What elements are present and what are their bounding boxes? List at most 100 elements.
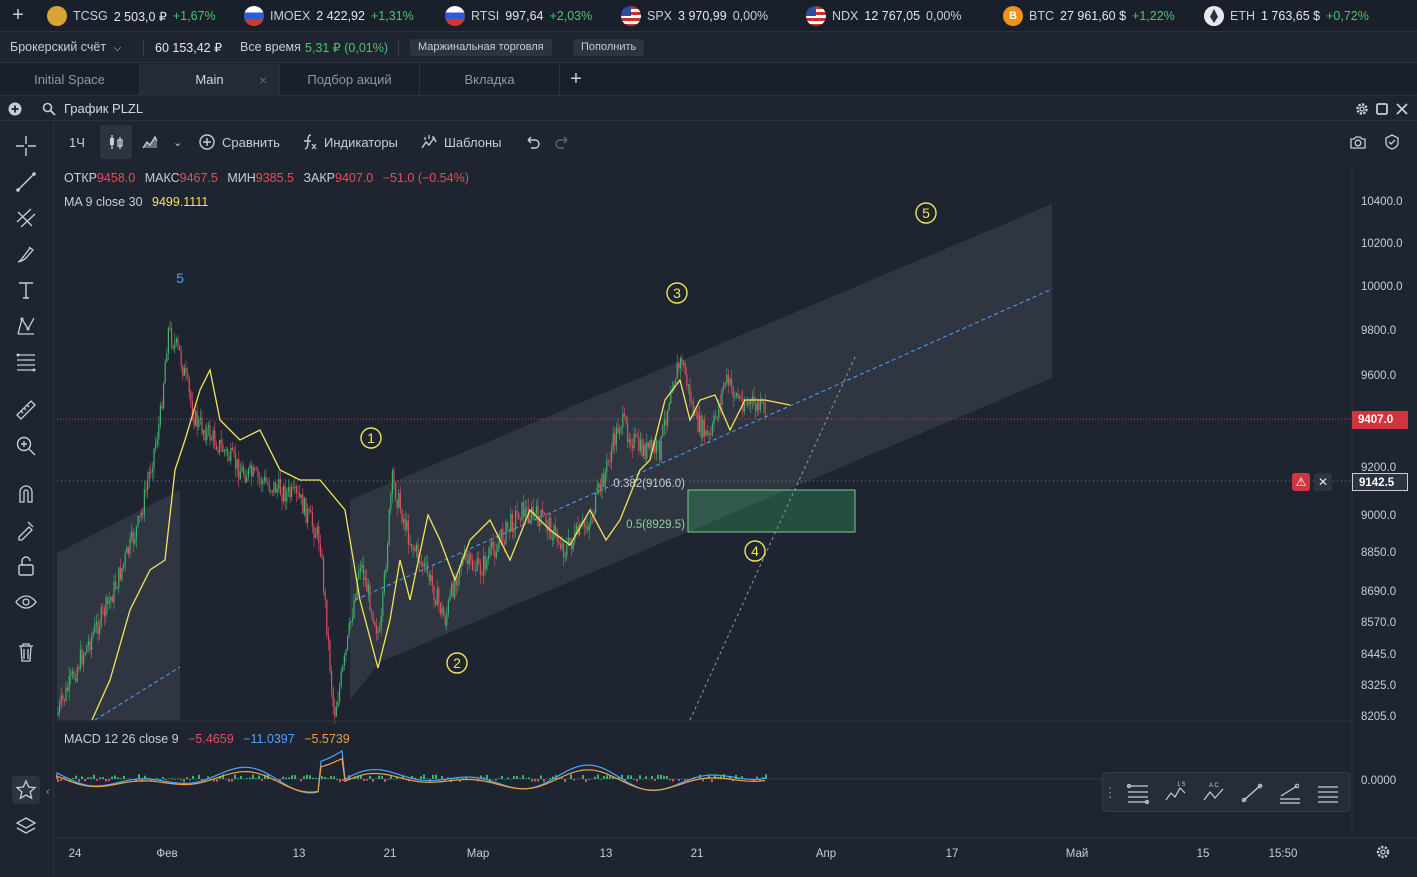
brush-icon[interactable] bbox=[12, 240, 40, 268]
candle bbox=[107, 596, 109, 614]
close-icon[interactable] bbox=[1395, 102, 1409, 116]
close-icon[interactable]: ✕ bbox=[1314, 473, 1332, 491]
ticker-item[interactable]: IMOEX 2 422,92 +1,31% bbox=[244, 6, 414, 26]
period-label[interactable]: Все время bbox=[240, 40, 301, 54]
ticker-item[interactable]: SPX 3 970,99 0,00% bbox=[621, 6, 768, 26]
macd-histogram-bar bbox=[369, 775, 371, 779]
account-selector[interactable]: Брокерский счёт ⌵ bbox=[10, 40, 121, 54]
macd-histogram-bar bbox=[366, 779, 368, 781]
tab-stock-picker[interactable]: Подбор акций bbox=[280, 64, 420, 96]
parallel-channel-icon[interactable] bbox=[12, 204, 40, 232]
macd-histogram-bar bbox=[156, 778, 158, 779]
candle bbox=[627, 416, 629, 449]
ruler-icon[interactable] bbox=[12, 396, 40, 424]
macd-legend[interactable]: MACD 12 26 close 9 −5.4659 −11.0397 −5.5… bbox=[64, 732, 350, 746]
trend-line-icon[interactable] bbox=[1237, 778, 1267, 808]
layers-icon[interactable] bbox=[12, 812, 40, 840]
tab-main[interactable]: Main × bbox=[140, 64, 280, 96]
elliott-wave-label[interactable]: 4 bbox=[744, 540, 766, 562]
candles-icon[interactable] bbox=[100, 125, 132, 159]
crosshair-icon[interactable] bbox=[12, 132, 40, 160]
candle bbox=[371, 607, 373, 620]
candle bbox=[262, 478, 264, 493]
eye-icon[interactable] bbox=[12, 588, 40, 616]
menu-lines-icon[interactable] bbox=[1313, 778, 1343, 808]
search-icon[interactable] bbox=[42, 102, 56, 116]
candle bbox=[156, 431, 158, 449]
candle bbox=[334, 697, 336, 724]
tab-initial-space[interactable]: Initial Space bbox=[0, 64, 140, 96]
topup-button[interactable]: Пополнить bbox=[573, 39, 645, 56]
lock-drawing-icon[interactable] bbox=[12, 516, 40, 544]
magnet-icon[interactable] bbox=[12, 480, 40, 508]
add-ticker-icon[interactable]: + bbox=[12, 4, 24, 26]
elliott-wave-label[interactable]: 5 bbox=[176, 270, 184, 286]
trend-line-icon[interactable] bbox=[12, 168, 40, 196]
collapse-arrow-icon[interactable]: ‹ bbox=[46, 786, 50, 798]
ticker-change: 0,00% bbox=[926, 9, 962, 23]
undo-icon[interactable] bbox=[523, 127, 541, 157]
candle bbox=[123, 562, 125, 572]
bell-icon[interactable]: ⚠ bbox=[1292, 473, 1310, 491]
drag-handle-icon[interactable]: ⋮ bbox=[1103, 785, 1117, 800]
camera-icon[interactable] bbox=[1349, 127, 1367, 157]
chevron-down-icon[interactable]: ⌄ bbox=[173, 136, 183, 149]
templates-button[interactable]: Шаблоны bbox=[420, 127, 502, 157]
gear-icon[interactable] bbox=[1376, 845, 1390, 859]
maximize-icon[interactable] bbox=[1375, 102, 1389, 116]
elliott-wave-label[interactable]: 5 bbox=[915, 202, 937, 224]
add-tab-icon[interactable]: + bbox=[570, 68, 582, 90]
candle bbox=[438, 585, 440, 613]
shield-icon[interactable] bbox=[1383, 127, 1401, 157]
horizontal-ray-icon[interactable] bbox=[1275, 778, 1305, 808]
zoom-icon[interactable] bbox=[12, 432, 40, 460]
unlock-icon[interactable] bbox=[12, 552, 40, 580]
elliott-wave-label[interactable]: 2 bbox=[446, 652, 468, 674]
ticker-item[interactable]: RTSI 997,64 +2,03% bbox=[445, 6, 592, 26]
star-icon[interactable] bbox=[12, 776, 40, 804]
candle bbox=[422, 560, 424, 576]
chart-type-icon[interactable] bbox=[141, 127, 159, 157]
fib-retracement-icon[interactable] bbox=[1123, 778, 1153, 808]
abc-wave-icon[interactable]: A C bbox=[1199, 778, 1229, 808]
ticker-item[interactable]: TCSG 2 503,0 ₽ +1,67% bbox=[47, 6, 216, 26]
alert-price-tag[interactable]: 9142.5 bbox=[1352, 473, 1408, 491]
pattern-icon[interactable] bbox=[12, 312, 40, 340]
macd-histogram-bar bbox=[420, 776, 422, 779]
elliott-wave-label[interactable]: 1 bbox=[360, 427, 382, 449]
elliott-wave-icon[interactable]: 1 5 bbox=[1161, 778, 1191, 808]
ticker-item[interactable]: NDX 12 767,05 0,00% bbox=[806, 6, 961, 26]
ticker-item[interactable]: ETH 1 763,65 $ +0,72% bbox=[1204, 6, 1369, 26]
candle bbox=[255, 466, 257, 471]
candle bbox=[193, 409, 195, 430]
macd-histogram-bar bbox=[57, 779, 59, 783]
ma-legend[interactable]: MA 9 close 30 9499.1111 bbox=[64, 195, 208, 209]
margin-trading-button[interactable]: Маржинальная торговля bbox=[410, 39, 552, 56]
macd-histogram-bar bbox=[765, 774, 767, 779]
tab-vkladka[interactable]: Вкладка bbox=[420, 64, 560, 96]
candle bbox=[369, 582, 371, 612]
candle bbox=[363, 555, 365, 588]
elliott-wave-label[interactable]: 3 bbox=[666, 282, 688, 304]
indicators-button[interactable]: Индикаторы bbox=[300, 127, 398, 157]
close-icon[interactable]: × bbox=[258, 72, 267, 88]
macd-histogram-bar bbox=[582, 775, 584, 779]
candle bbox=[647, 442, 649, 450]
macd-histogram-bar bbox=[78, 779, 80, 782]
trash-icon[interactable] bbox=[12, 638, 40, 666]
macd-histogram-bar bbox=[657, 774, 659, 779]
interval-button[interactable]: 1Ч bbox=[69, 134, 85, 150]
candle bbox=[385, 563, 387, 579]
candle bbox=[630, 433, 632, 452]
text-icon[interactable] bbox=[12, 276, 40, 304]
compare-button[interactable]: Сравнить bbox=[198, 127, 280, 157]
fib-levels-icon[interactable] bbox=[12, 348, 40, 376]
gear-icon[interactable] bbox=[1355, 102, 1369, 116]
candle bbox=[631, 438, 633, 458]
redo-icon[interactable] bbox=[554, 127, 572, 157]
macd-histogram-bar bbox=[498, 778, 500, 779]
ticker-item[interactable]: B BTC 27 961,60 $ +1,22% bbox=[1003, 6, 1175, 26]
add-widget-icon[interactable] bbox=[8, 102, 22, 116]
candle bbox=[615, 422, 617, 452]
